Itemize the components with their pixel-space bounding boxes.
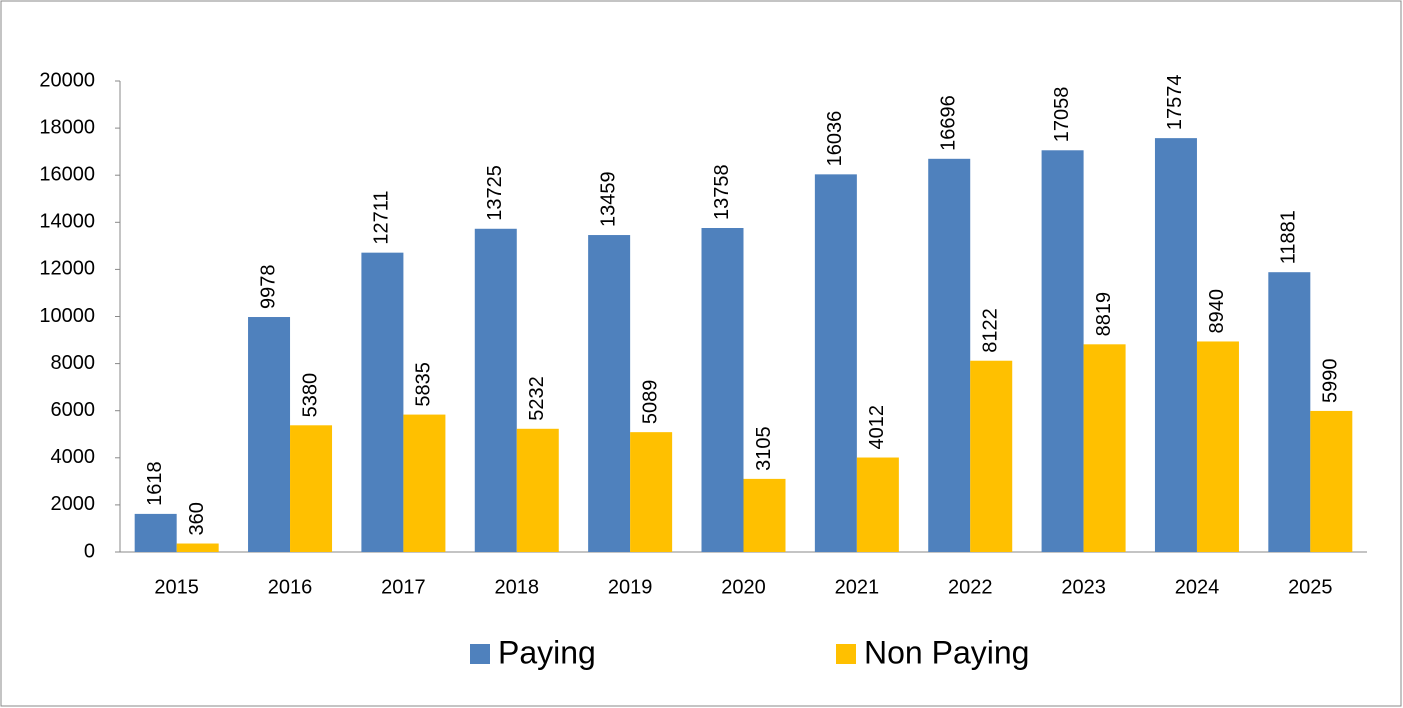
legend-swatch [836,644,856,664]
bar [1196,341,1239,552]
data-label: 5232 [526,376,548,421]
x-tick-label: 2024 [1175,576,1220,598]
x-tick-label: 2015 [154,576,199,598]
y-tick-label: 14000 [39,211,95,233]
data-label: 5380 [299,373,321,418]
bar [743,478,786,552]
x-tick-label: 2017 [381,576,426,598]
y-tick-label: 4000 [51,446,96,468]
x-tick-label: 2018 [495,576,540,598]
bar [403,414,446,552]
bar [290,425,333,552]
bar [1041,150,1084,552]
bar [516,428,559,552]
bar [248,317,291,552]
legend-swatch [470,644,490,664]
bar [856,457,899,552]
bar [361,252,404,552]
legend-label: Paying [498,634,596,670]
bar [1154,138,1197,552]
y-tick-label: 12000 [39,258,95,280]
bar [630,432,673,552]
x-tick-label: 2020 [721,576,766,598]
y-tick-label: 18000 [39,116,95,138]
data-label: 13725 [484,165,506,221]
x-tick-label: 2019 [608,576,653,598]
data-label: 16696 [938,95,960,151]
data-label: 11881 [1278,210,1300,264]
bar [701,227,744,553]
data-label: 4012 [866,405,888,450]
x-tick-label: 2023 [1061,576,1106,598]
data-label: 3105 [753,426,775,471]
y-tick-label: 6000 [51,399,96,421]
x-tick-label: 2025 [1288,576,1333,598]
data-label: 12711 [371,191,393,245]
data-label: 5990 [1320,358,1342,403]
bar [134,513,177,552]
y-tick-label: 0 [84,540,95,562]
bar [970,360,1013,552]
data-label: 13459 [597,171,619,227]
data-label: 8819 [1093,292,1115,337]
bar [1268,272,1311,552]
y-tick-label: 10000 [39,305,95,327]
data-label: 5089 [639,380,661,425]
x-tick-label: 2022 [948,576,993,598]
x-tick-label: 2016 [268,576,313,598]
bar [1083,344,1126,552]
x-tick-label: 2021 [835,576,880,598]
y-tick-label: 8000 [51,352,96,374]
y-tick-label: 2000 [51,493,96,515]
legend-label: Non Paying [864,634,1029,670]
data-label: 17574 [1164,75,1186,131]
data-label: 16036 [824,111,846,167]
data-label: 13758 [711,164,733,220]
data-label: 5835 [413,362,435,407]
data-label: 17058 [1051,87,1073,143]
bar [814,174,857,552]
data-label: 1618 [144,461,166,506]
bar [176,543,219,552]
data-label: 8940 [1206,289,1228,334]
y-tick-label: 16000 [39,163,95,185]
data-label: 360 [186,502,208,535]
data-label: 8122 [980,308,1002,353]
data-label: 9978 [257,265,279,310]
bar [474,228,517,552]
bar [588,235,631,553]
bar [1310,410,1353,552]
bar [928,158,971,552]
y-tick-label: 20000 [39,69,95,91]
